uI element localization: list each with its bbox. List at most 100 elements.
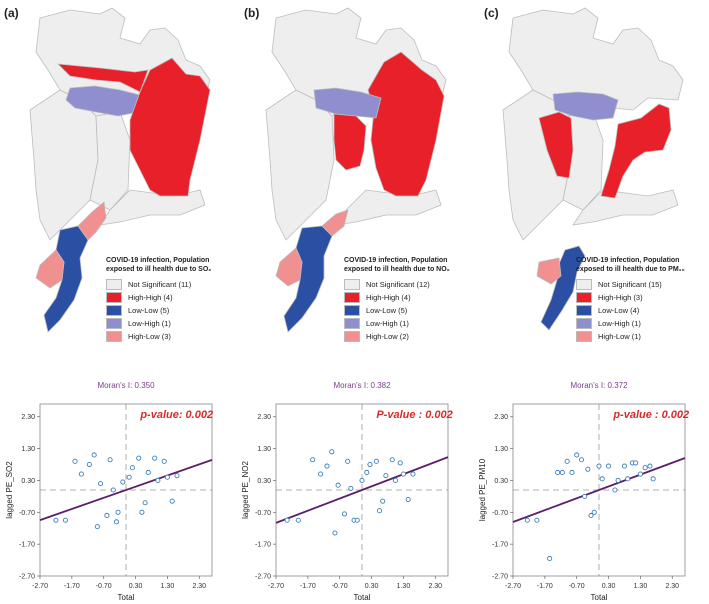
data-point	[142, 500, 148, 506]
data-point	[410, 471, 416, 477]
chart-title: Moran's I: 0.382	[333, 381, 391, 390]
region-low-high	[65, 85, 141, 117]
data-point	[650, 476, 656, 482]
data-point	[120, 479, 126, 485]
y-axis-label: lagged PE_NO2	[241, 461, 250, 519]
data-point	[318, 471, 324, 477]
moran-scatter-so2: Moran's I: 0.350 -2.70 -1.70 -0.70 0.30 1.30 2…	[5, 381, 213, 602]
data-point	[588, 512, 594, 519]
legend-item-high-low: High-Low (2)	[344, 330, 474, 343]
region-south-not-significant	[99, 189, 206, 226]
data-point	[341, 511, 348, 517]
data-point	[110, 487, 116, 493]
data-point	[642, 465, 648, 471]
y-axis-label: lagged PE_SO2	[5, 461, 14, 519]
data-point	[555, 469, 561, 476]
x-tick-label: 2.30	[428, 583, 442, 590]
x-tick-label: -1.70	[300, 583, 316, 590]
x-axis-label: Total	[354, 593, 371, 602]
p-value-annotation: p-value: 0.002	[139, 409, 213, 421]
data-point	[174, 473, 180, 479]
panel-letter-a: (a)	[4, 6, 19, 20]
data-point	[169, 498, 175, 504]
y-tick-label: -1.70	[255, 542, 271, 549]
data-point	[376, 508, 383, 514]
data-point	[91, 452, 97, 458]
y-axis-label: lagged PE_PM10	[478, 458, 487, 521]
y-tick-label: -1.70	[19, 542, 35, 549]
data-point	[367, 461, 373, 468]
y-tick-label: 2.30	[494, 414, 508, 421]
data-point	[574, 452, 580, 458]
data-point	[113, 519, 119, 525]
x-axis-label: Total	[118, 593, 135, 602]
data-point	[405, 497, 411, 503]
x-tick-label: -0.70	[569, 583, 585, 590]
data-point	[625, 476, 631, 482]
x-tick-label: 0.30	[365, 583, 379, 590]
data-point	[164, 474, 170, 480]
region-high-low-west	[35, 249, 65, 289]
data-point	[621, 463, 628, 469]
data-point	[647, 463, 653, 469]
x-tick-label: -1.70	[64, 583, 80, 590]
data-point	[72, 458, 78, 464]
x-axis-label: Total	[591, 593, 608, 602]
data-point	[373, 458, 379, 464]
choropleth-map-no2	[265, 7, 447, 333]
data-point	[115, 509, 121, 515]
x-tick-label: -1.70	[537, 583, 553, 590]
p-value-annotation: P-value : 0.002	[376, 409, 452, 421]
legend-item-low-high: Low-High (1)	[106, 317, 236, 330]
data-point	[637, 471, 643, 477]
y-tick-label: 1.30	[257, 446, 271, 453]
legend-a: COVID-19 infection, Population exposed to…	[106, 256, 236, 343]
data-point	[364, 469, 370, 476]
y-tick-label: 0.30	[494, 478, 508, 485]
legend-title: COVID-19 infection, Population exposed to…	[344, 257, 450, 273]
y-tick-label: 0.30	[257, 478, 271, 485]
data-point	[332, 530, 338, 536]
y-tick-label: -0.70	[255, 510, 271, 517]
regression-line	[39, 459, 213, 521]
panel-letter-b: (b)	[244, 6, 260, 20]
region-high-high-east	[367, 51, 445, 197]
data-point	[547, 555, 553, 562]
chart-title: Moran's I: 0.372	[570, 381, 628, 390]
legend-item-high-high: High-High (3)	[576, 291, 706, 304]
data-point	[97, 481, 104, 487]
legend-title: COVID-19 infection, Population exposed to…	[106, 257, 212, 273]
data-point	[152, 455, 158, 461]
x-tick-label: 1.30	[161, 583, 175, 590]
data-point	[633, 460, 639, 466]
data-point	[389, 457, 395, 463]
x-tick-label: 0.30	[602, 583, 616, 590]
data-point	[145, 469, 151, 476]
data-point	[612, 487, 618, 493]
moran-scatter-no2: Moran's I: 0.382 -2.70 -1.70 -0.70 0.30 1.30 2…	[241, 381, 453, 602]
y-tick-label: -0.70	[492, 510, 508, 517]
x-tick-label: 2.30	[192, 583, 206, 590]
region-high-high-west	[538, 111, 574, 179]
y-tick-label: -2.70	[492, 574, 508, 581]
moran-scatter-pm10: Moran's I: 0.372 -2.70 -1.70 -0.70 0.30 1.30 2…	[478, 381, 689, 602]
x-tick-label: -0.70	[332, 583, 348, 590]
region-high-low-west	[275, 247, 303, 287]
data-point	[392, 477, 398, 483]
data-point	[569, 469, 575, 476]
data-point	[78, 471, 84, 477]
data-point	[284, 517, 290, 523]
x-tick-label: -2.70	[268, 583, 284, 590]
y-tick-label: 2.30	[257, 414, 271, 421]
data-point	[524, 517, 530, 523]
data-point	[348, 485, 354, 491]
data-point	[354, 517, 360, 523]
panel-letter-c: (c)	[484, 6, 499, 20]
y-tick-label: -2.70	[255, 574, 271, 581]
data-point	[324, 463, 330, 469]
legend-item-high-high: High-High (4)	[344, 291, 474, 304]
x-tick-label: 0.30	[129, 583, 143, 590]
x-tick-label: 1.30	[397, 583, 411, 590]
regression-line	[512, 457, 686, 523]
x-tick-label: 2.30	[665, 583, 679, 590]
